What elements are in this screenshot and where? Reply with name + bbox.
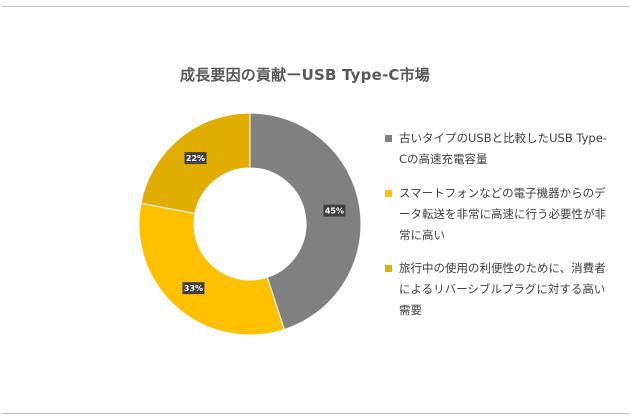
data-label-text-3: 22% <box>186 154 205 163</box>
data-label-3: 22% <box>184 152 207 165</box>
bottom-border-line <box>2 413 629 414</box>
donut-slice-1 <box>249 112 362 331</box>
legend-item-2: スマートフォンなどの電子機器からのデータ転送を非常に高速に行う必要性が非常に高い <box>385 183 610 246</box>
legend-swatch-3 <box>385 265 392 272</box>
data-label-1: 45% <box>323 204 346 217</box>
data-label-box-1 <box>323 204 346 217</box>
legend-label-3: 旅行中の使用の利便性のために、消費者によるリバーシブルプラグに対する高い需要 <box>399 261 606 317</box>
legend-label-2: スマートフォンなどの電子機器からのデータ転送を非常に高速に行う必要性が非常に高い <box>399 186 606 242</box>
donut-chart: 45% 33% 22% <box>138 112 362 336</box>
legend-swatch-1 <box>385 135 392 142</box>
data-label-box-2 <box>182 282 205 295</box>
chart-title: 成長要因の貢献ーUSB Type-C市場 <box>179 66 430 84</box>
donut-slice-2 <box>138 202 285 336</box>
data-label-text-2: 33% <box>184 284 203 293</box>
legend-swatch-2 <box>385 190 392 197</box>
data-label-text-1: 45% <box>325 207 344 216</box>
top-border-line <box>2 6 629 7</box>
chart-legend: 古いタイプのUSBと比較したUSB Type-Cの高速充電容量 スマートフォンな… <box>385 128 610 333</box>
legend-item-3: 旅行中の使用の利便性のために、消費者によるリバーシブルプラグに対する高い需要 <box>385 258 610 321</box>
legend-label-1: 古いタイプのUSBと比較したUSB Type-Cの高速充電容量 <box>399 131 607 166</box>
legend-item-1: 古いタイプのUSBと比較したUSB Type-Cの高速充電容量 <box>385 128 610 170</box>
data-label-box-3 <box>184 152 207 165</box>
data-label-2: 33% <box>182 282 205 295</box>
